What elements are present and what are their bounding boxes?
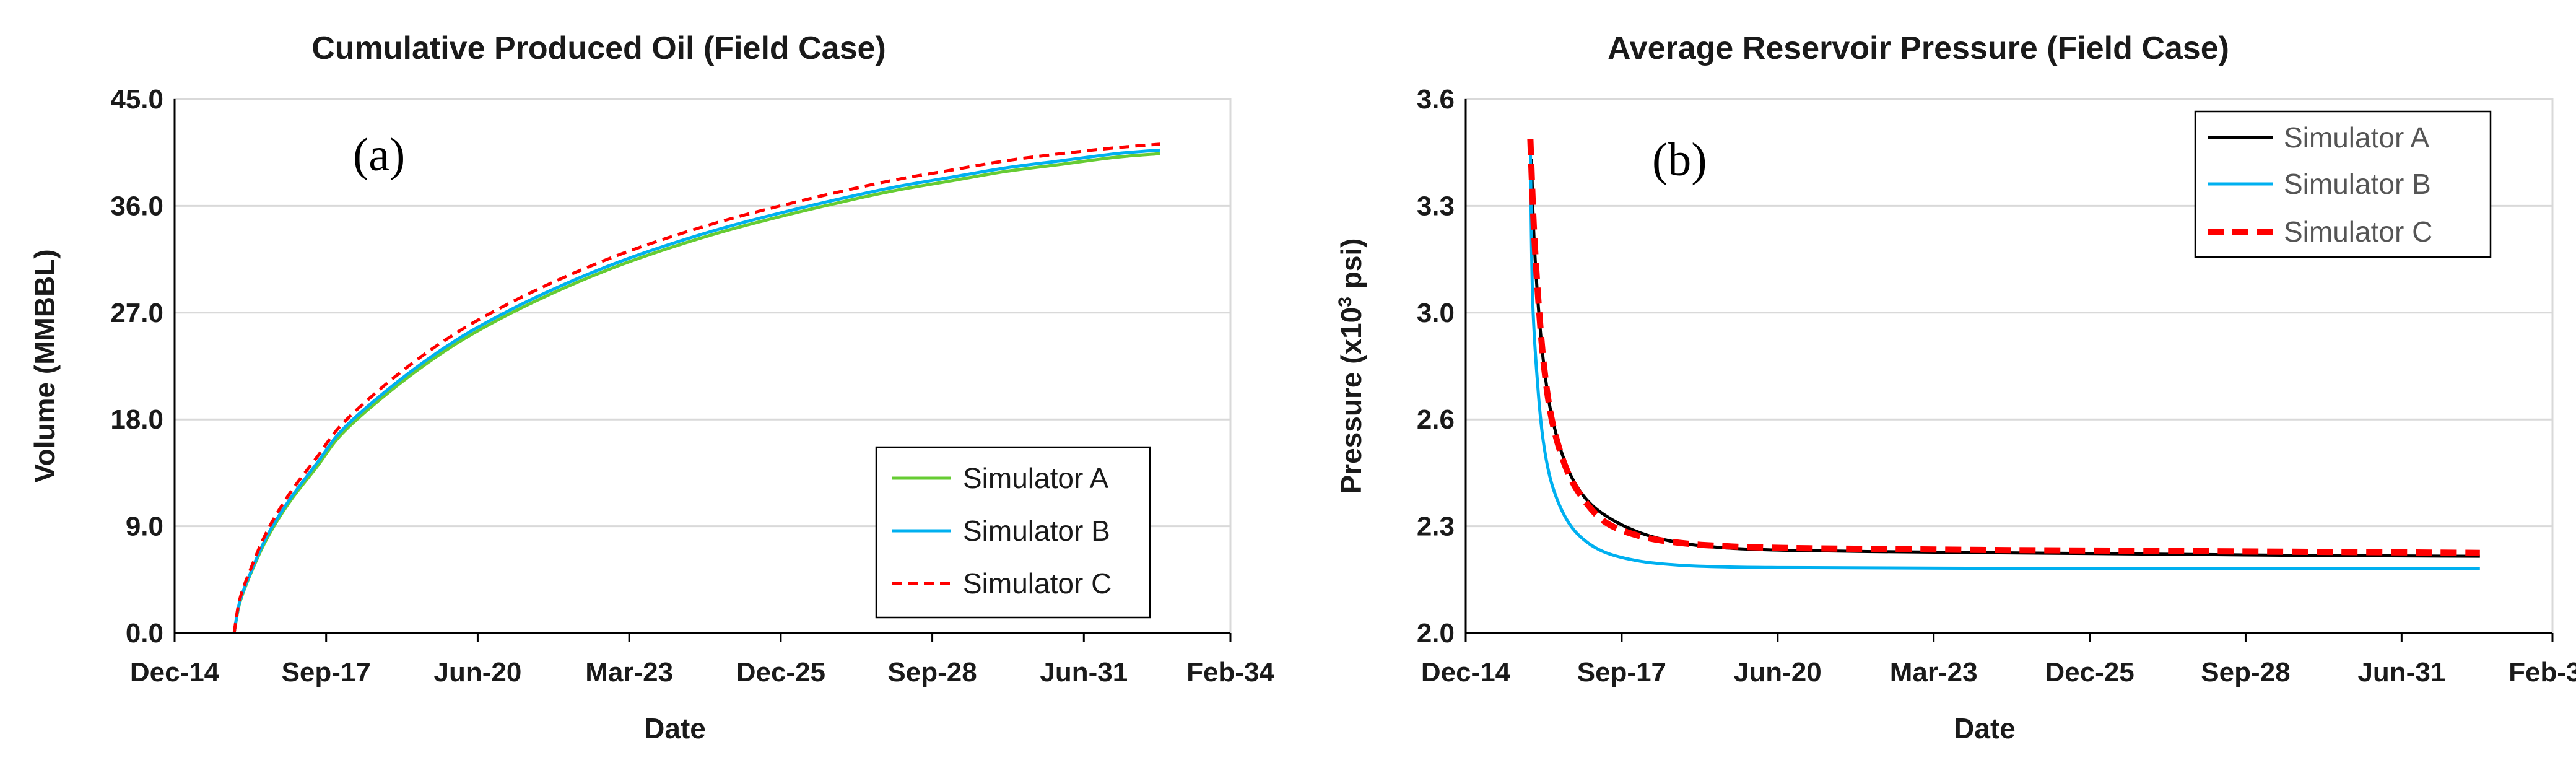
chart-a-x-tick-label: Sep-28 — [887, 657, 977, 687]
chart-a-legend-label-b: Simulator B — [963, 515, 1110, 547]
chart-b-y-axis-title-main: Pressure (x10 — [1335, 307, 1367, 494]
chart-a-x-tick-label: Feb-34 — [1186, 657, 1274, 687]
chart-b-x-tick-label: Dec-25 — [2045, 657, 2134, 687]
chart-a-series-line-simulator-c — [232, 142, 1160, 634]
chart-b-x-tick-label: Feb-34 — [2509, 657, 2576, 687]
chart-b-series-line-simulator-b — [1528, 149, 2480, 570]
chart-a-x-tick-label: Jun-31 — [1040, 657, 1128, 687]
chart-b-x-tick-label: Dec-14 — [1421, 657, 1511, 687]
chart-a-title: Cumulative Produced Oil (Field Case) — [311, 30, 886, 66]
chart-a-y-tick-label: 27.0 — [110, 298, 163, 328]
chart-a-legend: Simulator A Simulator B Simulator C — [875, 446, 1151, 619]
chart-b-x-tick-label: Jun-31 — [2357, 657, 2445, 687]
chart-b-legend-label-b: Simulator B — [2284, 168, 2431, 200]
chart-a-y-ticks: 0.0 9.0 18.0 27.0 36.0 45.0 — [110, 84, 163, 648]
chart-b-y-tick-label: 3.0 — [1417, 298, 1455, 328]
chart-b-y-axis-title-tail: psi) — [1335, 238, 1367, 297]
chart-a-y-tick-label: 0.0 — [126, 618, 163, 648]
chart-a-y-tick-label: 9.0 — [126, 512, 163, 542]
chart-a-x-tick-label: Mar-23 — [585, 657, 673, 687]
chart-b-y-tick-label: 2.0 — [1417, 618, 1455, 648]
chart-b-y-tick-label: 2.3 — [1417, 512, 1455, 542]
chart-b-legend: Simulator A Simulator B Simulator C — [2194, 110, 2492, 258]
chart-a-x-axis-title: Date — [644, 712, 706, 744]
chart-a-x-tick-label: Sep-17 — [282, 657, 371, 687]
chart-a-y-tick-label: 18.0 — [110, 404, 163, 435]
chart-b-x-axis-title: Date — [1954, 712, 2016, 744]
chart-a-series-line-simulator-b — [232, 148, 1160, 634]
chart-a-x-tick-label: Dec-14 — [130, 657, 220, 687]
chart-b-panel-label: (b) — [1652, 134, 1707, 186]
chart-a-panel-label: (a) — [353, 129, 405, 181]
chart-b-title: Average Reservoir Pressure (Field Case) — [1608, 30, 2229, 66]
chart-b-legend-label-a: Simulator A — [2284, 121, 2430, 154]
chart-a-y-axis-title: Volume (MMBBL) — [28, 249, 61, 482]
chart-b-x-tick-label: Sep-17 — [1577, 657, 1666, 687]
chart-b: Average Reservoir Pressure (Field Case) … — [1335, 30, 2576, 744]
chart-b-series-line-simulator-c — [1527, 139, 2480, 556]
chart-b-x-ticks: Dec-14 Sep-17 Jun-20 Mar-23 Dec-25 Sep-28 Jun-… — [1421, 633, 2576, 687]
chart-a: Cumulative Produced Oil (Field Case) 0.0… — [28, 30, 1274, 744]
chart-a-legend-label-a: Simulator A — [963, 462, 1109, 494]
chart-a-x-tick-label: Jun-20 — [434, 657, 522, 687]
chart-a-series — [232, 142, 1160, 634]
chart-a-x-tick-label: Dec-25 — [736, 657, 825, 687]
chart-b-y-ticks: 2.0 2.3 2.6 3.0 3.3 3.6 — [1417, 84, 1455, 648]
chart-b-x-tick-label: Mar-23 — [1890, 657, 1978, 687]
chart-b-series — [1527, 139, 2480, 570]
chart-a-y-tick-label: 36.0 — [110, 191, 163, 221]
chart-b-y-axis-title-sup: 3 — [1335, 297, 1355, 307]
chart-b-y-tick-label: 3.6 — [1417, 84, 1455, 115]
chart-a-y-tick-label: 45.0 — [110, 84, 163, 115]
chart-b-y-tick-label: 3.3 — [1417, 191, 1455, 221]
chart-b-legend-label-c: Simulator C — [2284, 216, 2432, 248]
chart-b-y-tick-label: 2.6 — [1417, 404, 1455, 435]
chart-a-x-ticks: Dec-14 Sep-17 Jun-20 Mar-23 Dec-25 Sep-28 Jun-… — [130, 633, 1274, 687]
chart-a-legend-label-c: Simulator C — [963, 567, 1112, 600]
chart-b-x-tick-label: Sep-28 — [2201, 657, 2290, 687]
chart-b-x-tick-label: Jun-20 — [1734, 657, 1822, 687]
chart-b-y-axis-title: Pressure (x103 psi) — [1335, 238, 1367, 494]
